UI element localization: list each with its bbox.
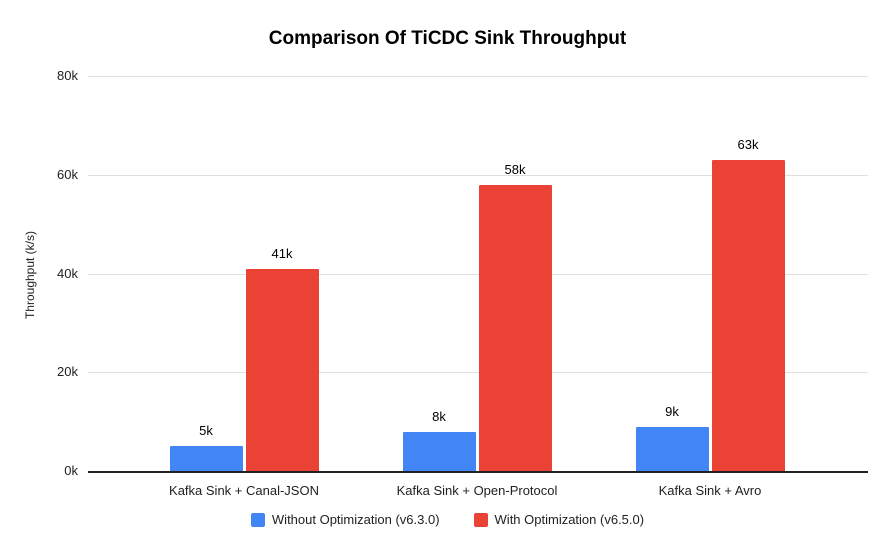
y-tick-label: 80k [57, 68, 78, 83]
chart-title: Comparison Of TiCDC Sink Throughput [268, 28, 627, 49]
bar-s1-c0 [245, 268, 319, 471]
y-tick-label: 60k [57, 166, 78, 182]
gridline [88, 372, 868, 374]
legend: Without Optimization (v6.3.0) With Optimi… [0, 512, 895, 527]
plot-area: 0k 20k 40k 60k 80k 5k 41k Kafka Sink + Canal-JS… [57, 69, 868, 498]
bar-value-label: 58k [504, 161, 526, 177]
legend-swatch-icon [473, 512, 488, 527]
bar-s0-c0 [169, 446, 243, 471]
gridline [88, 273, 868, 275]
bar-s1-c1 [478, 184, 552, 471]
bar-value-label: 5k [199, 423, 213, 439]
bar-value-label: 41k [271, 245, 293, 261]
x-category-label: Kafka Sink + Open-Protocol [396, 483, 558, 498]
x-category-label: Kafka Sink + Canal-JSON [169, 483, 319, 498]
legend-item-0: Without Optimization (v6.3.0) [250, 512, 440, 527]
bar-value-label: 63k [737, 136, 759, 152]
gridline [88, 76, 868, 77]
y-tick-label: 20k [57, 364, 78, 380]
x-category-label: Kafka Sink + Avro [658, 483, 762, 498]
gridline [88, 174, 868, 176]
legend-swatch-icon [250, 512, 265, 527]
y-tick-label: 0k [64, 463, 78, 478]
bar-s1-c2 [711, 159, 785, 471]
bar-value-label: 8k [432, 408, 446, 424]
bar-s0-c1 [402, 431, 476, 471]
legend-label: With Optimization (v6.5.0) [494, 512, 645, 527]
legend-item-1: With Optimization (v6.5.0) [473, 512, 645, 527]
y-tick-label: 40k [57, 265, 78, 281]
bar-s0-c2 [635, 426, 709, 471]
legend-label: Without Optimization (v6.3.0) [271, 512, 440, 527]
bar-value-label: 9k [665, 403, 679, 419]
